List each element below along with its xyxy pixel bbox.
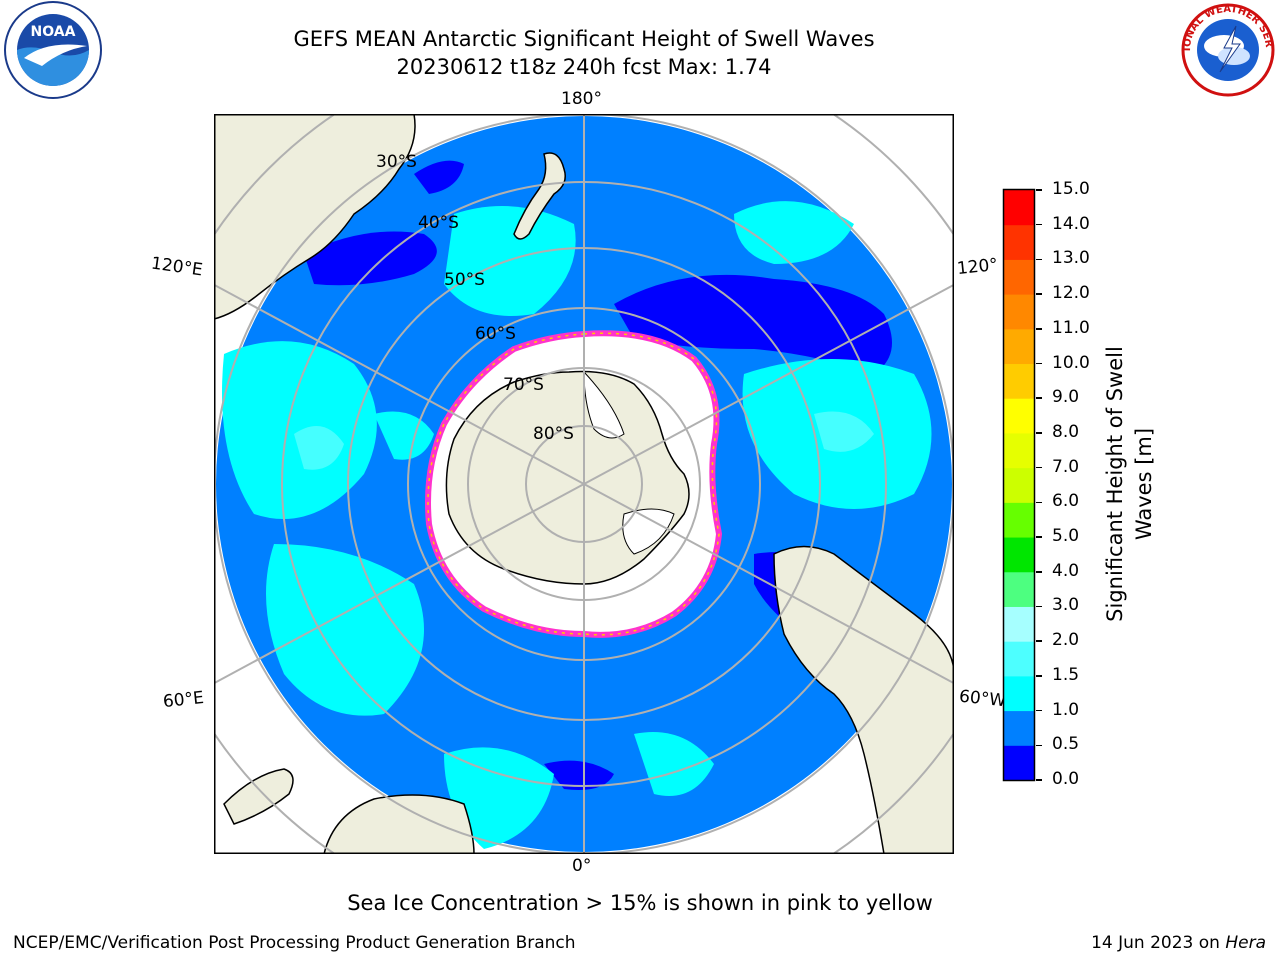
- colorbar-tick-label: 3.0: [1052, 595, 1080, 616]
- colorbar-tick-mark: [1036, 362, 1042, 365]
- africa-land: [323, 794, 475, 854]
- colorbar-tick-mark: [1036, 189, 1042, 191]
- colorbar-tick-mark: [1036, 432, 1042, 434]
- parallel-label-50s: 50°S: [444, 270, 485, 290]
- colorbar-tick-mark: [1036, 571, 1042, 573]
- meridian-label-60e: 60°E: [162, 687, 205, 713]
- map-frame: [214, 114, 954, 854]
- colorbar-tick-mark: [1036, 223, 1042, 226]
- high-swell-areas: [222, 201, 932, 849]
- colorbar-tick-label: 4.0: [1052, 560, 1080, 581]
- colorbar-tick-label: 6.0: [1052, 491, 1080, 512]
- parallel-label-40s: 40°S: [418, 213, 459, 233]
- graticule: [214, 114, 954, 854]
- colorbar-segment: [1004, 190, 1034, 226]
- meridian-label-120e: 120°E: [149, 253, 204, 281]
- colorbar-tick-mark: [1036, 501, 1042, 504]
- madagascar-land: [223, 768, 294, 825]
- colorbar-segment: [1004, 398, 1034, 434]
- colorbar-tick-label: 0.5: [1052, 734, 1080, 755]
- australia-land: [214, 114, 416, 320]
- meridian-label-120w: 120°: [956, 254, 999, 280]
- colorbar-segment: [1004, 745, 1034, 781]
- colorbar-tick-mark: [1036, 709, 1042, 712]
- colorbar-tick-label: 1.5: [1052, 664, 1080, 685]
- colorbar-tick-label: 11.0: [1052, 317, 1090, 338]
- south-america-land: [773, 545, 954, 854]
- colorbar-segment: [1004, 675, 1034, 712]
- colorbar-segment: [1004, 259, 1034, 295]
- colorbar-segment: [1004, 641, 1034, 677]
- colorbar-tick-label: 5.0: [1052, 526, 1080, 547]
- colorbar-tick-label: 1.0: [1052, 699, 1080, 720]
- colorbar-tick-label: 13.0: [1052, 248, 1090, 269]
- parallel-label-70s: 70°S: [503, 375, 544, 395]
- colorbar-tick-label: 10.0: [1052, 352, 1090, 373]
- polar-map: [214, 114, 954, 854]
- colorbar-tick-mark: [1036, 640, 1042, 642]
- noaa-logo-text: NOAA: [31, 24, 76, 40]
- colorbar-tick-mark: [1036, 779, 1042, 781]
- nws-logo: NATIONAL WEATHER SERVICE: [1178, 2, 1275, 97]
- meridian-label-60w: 60°W: [958, 686, 1007, 712]
- meridian-label-180: 180°: [561, 89, 602, 109]
- footer-date-text: 14 Jun 2023 on: [1091, 933, 1226, 953]
- colorbar: [1002, 188, 1036, 782]
- colorbar-tick-mark: [1036, 675, 1042, 677]
- colorbar-tick-label: 12.0: [1052, 283, 1090, 304]
- parallel-label-60s: 60°S: [475, 324, 516, 344]
- colorbar-tick-label: 2.0: [1052, 630, 1080, 651]
- colorbar-segment: [1004, 328, 1034, 365]
- colorbar-segment: [1004, 467, 1034, 503]
- colorbar-segment: [1004, 294, 1034, 330]
- colorbar-tick-label: 9.0: [1052, 387, 1080, 408]
- footer-host: Hera: [1225, 933, 1266, 953]
- colorbar-segment: [1004, 502, 1034, 538]
- colorbar-tick-mark: [1036, 258, 1042, 261]
- colorbar-tick-mark: [1036, 744, 1042, 747]
- colorbar-tick-label: 0.0: [1052, 769, 1080, 789]
- colorbar-segment: [1004, 571, 1034, 607]
- colorbar-segment: [1004, 537, 1034, 573]
- noaa-logo: NOAA: [4, 1, 102, 99]
- colorbar-tick-label: 14.0: [1052, 213, 1090, 234]
- colorbar-tick-mark: [1036, 397, 1042, 399]
- colorbar-tick-label: 7.0: [1052, 456, 1080, 477]
- footer-credit: NCEP/EMC/Verification Post Processing Pr…: [13, 933, 576, 953]
- map-subtitle: 20230612 t18z 240h fcst Max: 1.74: [396, 55, 772, 79]
- colorbar-segment: [1004, 224, 1034, 260]
- colorbar-segment: [1004, 710, 1034, 746]
- colorbar-tick-mark: [1036, 536, 1042, 538]
- footer-date: 14 Jun 2023 on Hera: [1091, 933, 1266, 953]
- new-zealand-land: [513, 152, 566, 240]
- colorbar-segment: [1004, 363, 1034, 399]
- map-title: GEFS MEAN Antarctic Significant Height o…: [293, 27, 875, 51]
- sea-ice-note: Sea Ice Concentration > 15% is shown in …: [347, 891, 933, 915]
- colorbar-segment: [1004, 606, 1034, 642]
- colorbar-segment: [1004, 432, 1034, 469]
- meridian-label-0: 0°: [572, 856, 592, 876]
- colorbar-tick-mark: [1036, 466, 1042, 469]
- colorbar-tick-label: 15.0: [1052, 179, 1090, 199]
- colorbar-tick-mark: [1036, 605, 1042, 608]
- colorbar-tick-label: 8.0: [1052, 421, 1080, 442]
- colorbar-tick-mark: [1036, 328, 1042, 330]
- parallel-label-80s: 80°S: [533, 424, 574, 444]
- parallel-label-30s: 30°S: [376, 152, 417, 172]
- colorbar-tick-mark: [1036, 293, 1042, 295]
- colorbar-label: Significant Height of Swell Waves [m]: [1103, 346, 1156, 622]
